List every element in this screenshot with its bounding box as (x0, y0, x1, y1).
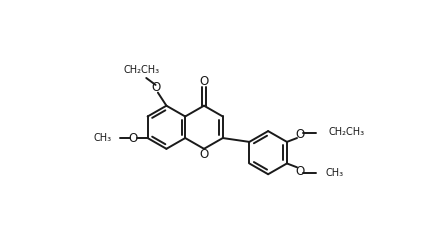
Text: CH₃: CH₃ (326, 168, 344, 178)
Text: O: O (128, 132, 137, 145)
Text: O: O (199, 75, 209, 88)
Text: CH₂CH₃: CH₂CH₃ (124, 65, 159, 75)
Text: O: O (151, 81, 160, 94)
Text: O: O (296, 128, 305, 141)
Text: CH₂CH₃: CH₂CH₃ (329, 127, 365, 137)
Text: CH₃: CH₃ (93, 133, 111, 143)
Text: O: O (296, 165, 305, 178)
Text: O: O (199, 148, 209, 161)
